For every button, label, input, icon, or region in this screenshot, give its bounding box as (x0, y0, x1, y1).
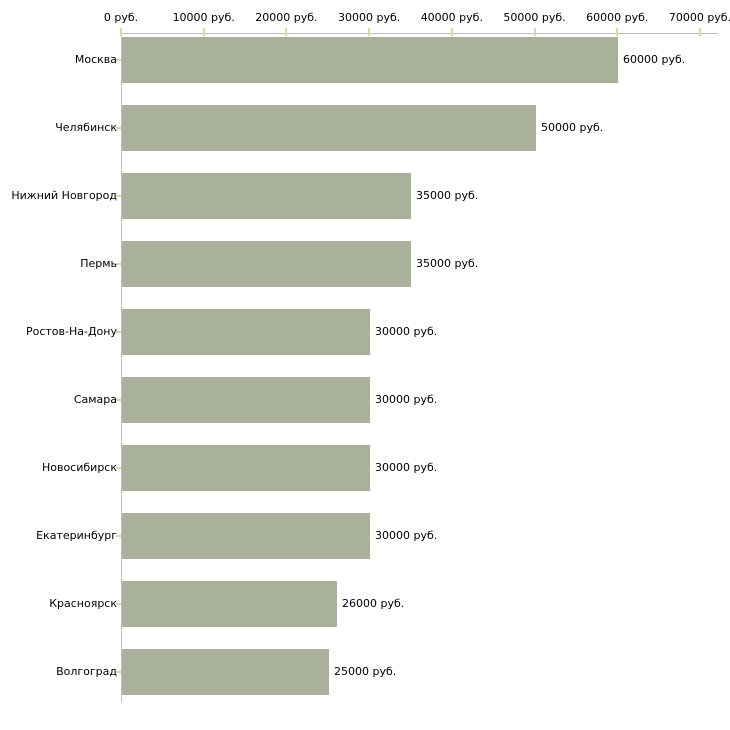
bar (122, 445, 370, 491)
bar (122, 377, 370, 423)
category-label: Ростов-На-Дону (25, 325, 117, 338)
value-label: 60000 руб. (623, 53, 686, 66)
category-label: Екатеринбург (36, 529, 117, 542)
x-axis-line (121, 33, 718, 34)
x-tick-label: 10000 руб. (172, 11, 235, 24)
x-tick-mark (450, 28, 453, 36)
y-tick-mark (116, 263, 121, 265)
category-label: Нижний Новгород (11, 189, 117, 202)
bar (122, 309, 370, 355)
bar (122, 173, 411, 219)
y-tick-mark (116, 671, 121, 673)
category-label: Новосибирск (41, 461, 117, 474)
x-tick-mark (533, 28, 536, 36)
bar (122, 649, 329, 695)
y-tick-mark (116, 467, 121, 469)
bar (122, 241, 411, 287)
category-label: Самара (73, 393, 117, 406)
x-tick-label: 50000 руб. (503, 11, 566, 24)
value-label: 30000 руб. (375, 461, 438, 474)
value-label: 30000 руб. (375, 393, 438, 406)
value-label: 26000 руб. (342, 597, 405, 610)
x-tick-mark (202, 28, 205, 36)
bar (122, 105, 536, 151)
x-tick-mark (368, 28, 371, 36)
y-tick-mark (116, 535, 121, 537)
y-axis-line (121, 33, 122, 702)
x-tick-label: 60000 руб. (586, 11, 649, 24)
x-tick-label: 40000 руб. (420, 11, 483, 24)
x-tick-label: 0 руб. (103, 11, 139, 24)
value-label: 35000 руб. (416, 257, 479, 270)
y-tick-mark (116, 127, 121, 129)
x-tick-mark (120, 28, 122, 36)
category-label: Волгоград (56, 665, 117, 678)
bar (122, 513, 370, 559)
y-tick-mark (116, 331, 121, 333)
category-label: Красноярск (49, 597, 117, 610)
value-label: 50000 руб. (541, 121, 604, 134)
x-tick-mark (285, 28, 288, 36)
y-tick-mark (116, 399, 121, 401)
value-label: 35000 руб. (416, 189, 479, 202)
value-label: 30000 руб. (375, 325, 438, 338)
bar (122, 581, 337, 627)
value-label: 25000 руб. (334, 665, 397, 678)
category-label: Москва (74, 53, 117, 66)
bar (122, 37, 618, 83)
y-tick-mark (116, 59, 121, 61)
x-tick-mark (698, 28, 701, 36)
y-tick-mark (116, 603, 121, 605)
x-tick-label: 20000 руб. (255, 11, 318, 24)
category-label: Челябинск (55, 121, 117, 134)
category-label: Пермь (80, 257, 117, 270)
value-label: 30000 руб. (375, 529, 438, 542)
x-tick-label: 30000 руб. (337, 11, 401, 24)
y-tick-mark (116, 195, 121, 197)
x-tick-label: 70000 руб. (668, 11, 730, 24)
x-tick-mark (616, 28, 619, 36)
